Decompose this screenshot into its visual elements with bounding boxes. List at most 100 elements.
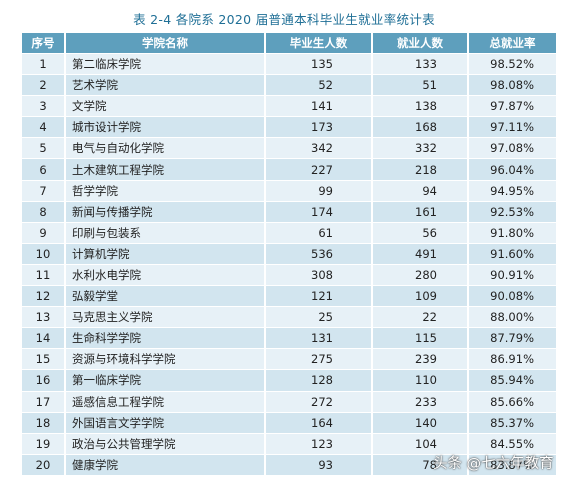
college-name-cell: 文学院 [65,95,266,117]
employed-cell: 109 [372,285,469,307]
rate-cell: 90.91% [468,263,556,286]
employed-cell: 94 [372,179,469,202]
watermark: 头条 @七六年教育 [433,456,554,472]
row-index: 14 [22,327,66,349]
header-rate: 总就业率 [468,33,556,54]
table-row: 16 第一临床学院 128 110 85.94% [22,369,556,391]
rate-cell: 86.91% [468,348,556,370]
graduates-cell: 25 [265,306,373,328]
row-index: 7 [22,179,66,202]
row-index: 5 [22,137,66,159]
college-name-cell: 第二临床学院 [65,52,266,75]
employment-rate-table: 序号 学院名称 毕业生人数 就业人数 总就业率 1 第二临床学院 135 133 98.… [22,33,556,475]
rate-cell: 85.94% [468,369,556,391]
row-index: 2 [22,74,66,96]
graduates-cell: 99 [265,179,373,202]
rate-cell: 97.08% [468,137,556,159]
header-college-name: 学院名称 [65,33,266,54]
college-name-cell: 健康学院 [65,453,266,475]
table-body: 1 第二临床学院 135 133 98.52% 2 艺术学院 52 51 98.08% 3 文学院 14… [22,52,556,475]
graduates-cell: 275 [265,348,373,370]
rate-cell: 94.95% [468,179,556,202]
graduates-cell: 52 [265,74,373,96]
college-name-cell: 弘毅学堂 [65,285,266,307]
employed-cell: 22 [372,306,469,328]
table-row: 13 马克思主义学院 25 22 88.00% [22,306,556,328]
table-row: 10 计算机学院 536 491 91.60% [22,242,556,265]
graduates-cell: 121 [265,285,373,307]
employed-cell: 78 [372,453,469,475]
table-row: 17 遥感信息工程学院 272 233 85.66% [22,390,556,413]
rate-cell: 98.08% [468,74,556,96]
graduates-cell: 227 [265,158,373,181]
rate-cell: 92.53% [468,200,556,223]
rate-cell: 97.11% [468,116,556,138]
employed-cell: 168 [372,116,469,138]
rate-cell: 83.87% [468,453,556,475]
graduates-cell: 342 [265,137,373,159]
employed-cell: 133 [372,52,469,75]
row-index: 12 [22,285,66,307]
row-index: 3 [22,95,66,117]
graduates-cell: 173 [265,116,373,138]
table-row: 11 水利水电学院 308 280 90.91% [22,263,556,286]
graduates-cell: 272 [265,390,373,413]
graduates-cell: 141 [265,95,373,117]
college-name-cell: 土木建筑工程学院 [65,158,266,181]
graduates-cell: 123 [265,432,373,455]
graduates-cell: 308 [265,263,373,286]
college-name-cell: 计算机学院 [65,242,266,265]
row-index: 1 [22,52,66,75]
table-row: 6 土木建筑工程学院 227 218 96.04% [22,158,556,181]
college-name-cell: 第一临床学院 [65,369,266,391]
row-index: 16 [22,369,66,391]
graduates-cell: 174 [265,200,373,223]
row-index: 13 [22,306,66,328]
college-name-cell: 遥感信息工程学院 [65,390,266,413]
table-row: 4 城市设计学院 173 168 97.11% [22,116,556,138]
rate-cell: 98.52% [468,52,556,75]
rate-cell: 88.00% [468,306,556,328]
employed-cell: 491 [372,242,469,265]
employed-cell: 140 [372,411,469,434]
employed-cell: 218 [372,158,469,181]
college-name-cell: 马克思主义学院 [65,306,266,328]
header-graduates: 毕业生人数 [265,33,373,54]
college-name-cell: 电气与自动化学院 [65,137,266,159]
rate-cell: 84.55% [468,432,556,455]
row-index: 17 [22,390,66,413]
employed-cell: 233 [372,390,469,413]
employed-cell: 332 [372,137,469,159]
table-row: 5 电气与自动化学院 342 332 97.08% [22,137,556,159]
college-name-cell: 艺术学院 [65,74,266,96]
rate-cell: 96.04% [468,158,556,181]
row-index: 9 [22,221,66,244]
table-header-row: 序号 学院名称 毕业生人数 就业人数 总就业率 [22,33,556,54]
employed-cell: 115 [372,327,469,349]
employed-cell: 161 [372,200,469,223]
graduates-cell: 128 [265,369,373,391]
graduates-cell: 61 [265,221,373,244]
employed-cell: 51 [372,74,469,96]
college-name-cell: 水利水电学院 [65,263,266,286]
graduates-cell: 164 [265,411,373,434]
table-row: 15 资源与环境科学学院 275 239 86.91% [22,348,556,370]
college-name-cell: 印刷与包装系 [65,221,266,244]
college-name-cell: 生命科学学院 [65,327,266,349]
row-index: 4 [22,116,66,138]
row-index: 19 [22,432,66,455]
college-name-cell: 政治与公共管理学院 [65,432,266,455]
college-name-cell: 资源与环境科学学院 [65,348,266,370]
graduates-cell: 135 [265,52,373,75]
rate-cell: 87.79% [468,327,556,349]
table-row: 19 政治与公共管理学院 123 104 84.55% [22,432,556,455]
employed-cell: 239 [372,348,469,370]
employed-cell: 110 [372,369,469,391]
row-index: 11 [22,263,66,286]
rate-cell: 91.80% [468,221,556,244]
table-row: 20 健康学院 93 78 83.87% [22,453,556,475]
row-index: 18 [22,411,66,434]
table-row: 3 文学院 141 138 97.87% [22,95,556,117]
employed-cell: 104 [372,432,469,455]
college-name-cell: 城市设计学院 [65,116,266,138]
